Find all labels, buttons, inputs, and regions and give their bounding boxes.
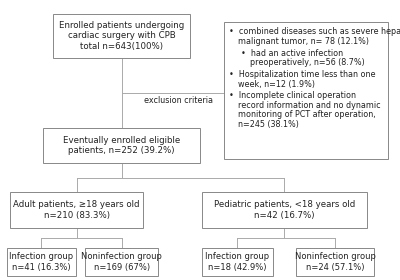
FancyBboxPatch shape — [85, 248, 158, 276]
Text: preoperatively, n=56 (8.7%): preoperatively, n=56 (8.7%) — [250, 59, 364, 67]
Text: Noninfection group
n=169 (67%): Noninfection group n=169 (67%) — [81, 252, 162, 272]
FancyBboxPatch shape — [10, 192, 143, 228]
FancyBboxPatch shape — [202, 192, 367, 228]
Text: Adult patients, ≥18 years old
n=210 (83.3%): Adult patients, ≥18 years old n=210 (83.… — [13, 200, 140, 220]
Text: Infection group
n=18 (42.9%): Infection group n=18 (42.9%) — [205, 252, 269, 272]
Text: Pediatric patients, <18 years old
n=42 (16.7%): Pediatric patients, <18 years old n=42 (… — [214, 200, 355, 220]
FancyBboxPatch shape — [224, 22, 388, 159]
Text: monitoring of PCT after operation,: monitoring of PCT after operation, — [238, 111, 376, 120]
Text: exclusion criteria: exclusion criteria — [144, 96, 213, 105]
Text: malignant tumor, n= 78 (12.1%): malignant tumor, n= 78 (12.1%) — [238, 37, 369, 46]
Text: •  had an active infection: • had an active infection — [241, 48, 343, 58]
Text: •  combined diseases such as severe hepatic and renal insufficiency,: • combined diseases such as severe hepat… — [230, 27, 400, 36]
Text: week, n=12 (1.9%): week, n=12 (1.9%) — [238, 80, 315, 88]
Text: Infection group
n=41 (16.3%): Infection group n=41 (16.3%) — [9, 252, 73, 272]
Text: Eventually enrolled eligible
patients, n=252 (39.2%): Eventually enrolled eligible patients, n… — [63, 136, 180, 155]
Text: record information and no dynamic: record information and no dynamic — [238, 101, 381, 109]
Text: n=245 (38.1%): n=245 (38.1%) — [238, 120, 299, 129]
Text: •  Hospitalization time less than one: • Hospitalization time less than one — [230, 70, 376, 79]
FancyBboxPatch shape — [43, 128, 200, 163]
FancyBboxPatch shape — [53, 14, 190, 58]
Text: •  Incomplete clinical operation: • Incomplete clinical operation — [230, 91, 356, 100]
FancyBboxPatch shape — [202, 248, 272, 276]
Text: Noninfection group
n=24 (57.1%): Noninfection group n=24 (57.1%) — [295, 252, 376, 272]
FancyBboxPatch shape — [7, 248, 76, 276]
Text: Enrolled patients undergoing
cardiac surgery with CPB
total n=643(100%): Enrolled patients undergoing cardiac sur… — [59, 21, 184, 51]
FancyBboxPatch shape — [296, 248, 374, 276]
